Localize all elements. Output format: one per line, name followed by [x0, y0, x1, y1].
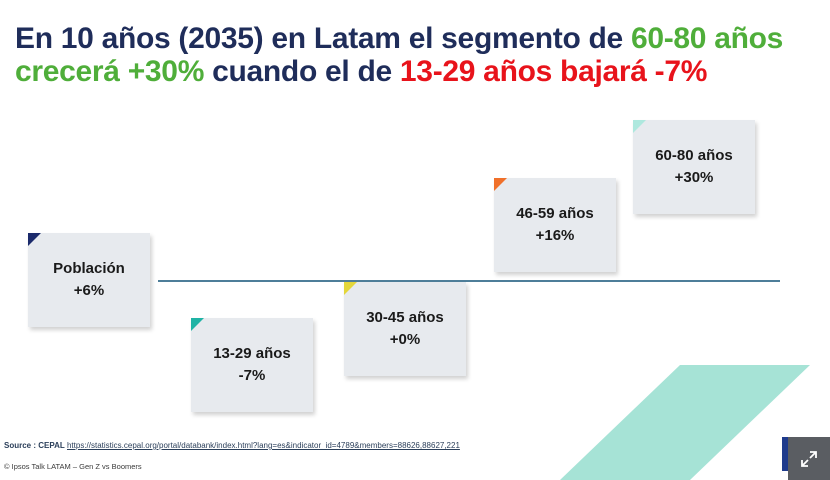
card-value: +6%: [73, 282, 105, 299]
source-note: Source : CEPAL https://statistics.cepal.…: [4, 441, 460, 450]
card-label: 46-59 años: [516, 205, 594, 222]
corner-accent-icon: [494, 178, 507, 191]
corner-accent-icon: [191, 318, 204, 331]
card-label: 13-29 años: [213, 345, 291, 362]
title-line-2: crecerá +30% cuando el de 13-29 años baj…: [15, 55, 815, 88]
title-highlight-growth: crecerá +30%: [15, 55, 205, 88]
zero-baseline: [158, 280, 780, 282]
expand-arrows-glyph: [801, 450, 817, 467]
card-30-45: 30-45 años +0%: [344, 282, 466, 376]
card-label: Población: [53, 260, 125, 277]
card-value: +0%: [389, 331, 421, 348]
source-link[interactable]: https://statistics.cepal.org/portal/data…: [66, 441, 460, 450]
title-line-1: En 10 años (2035) en Latam el segmento d…: [15, 22, 815, 55]
corner-accent-icon: [633, 120, 646, 133]
copyright-text: © Ipsos Talk LATAM – Gen Z vs Boomers: [4, 462, 142, 471]
title-text-middle: cuando el de: [204, 55, 400, 88]
card-46-59: 46-59 años +16%: [494, 178, 616, 272]
decorative-stripe: [560, 365, 810, 480]
card-13-29: 13-29 años -7%: [191, 318, 313, 412]
title-text: En 10 años (2035) en Latam el segmento d…: [15, 22, 631, 55]
corner-accent-icon: [28, 233, 41, 246]
card-poblacion: Población +6%: [28, 233, 150, 327]
card-value: +16%: [535, 227, 575, 244]
source-label: Source : CEPAL: [4, 441, 65, 450]
card-value: -7%: [238, 367, 266, 384]
page-title: En 10 años (2035) en Latam el segmento d…: [15, 22, 815, 88]
card-value: +30%: [674, 169, 714, 186]
title-highlight-green: 60-80 años: [630, 22, 784, 55]
expand-arrows-icon[interactable]: [788, 437, 830, 480]
card-label: 60-80 años: [655, 147, 733, 164]
title-highlight-red: 13-29 años bajará -7%: [399, 55, 708, 88]
card-label: 30-45 años: [366, 309, 444, 326]
card-60-80: 60-80 años +30%: [633, 120, 755, 214]
corner-accent-icon: [344, 282, 357, 295]
